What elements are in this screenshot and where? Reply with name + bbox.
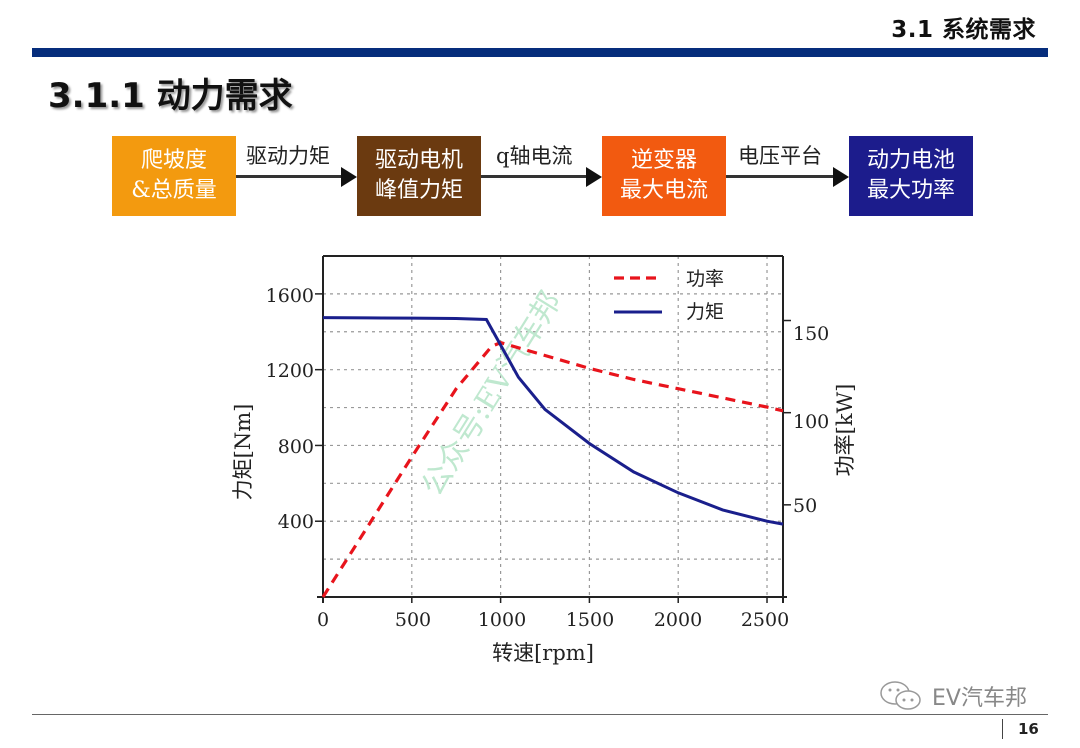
chart-legend: 功率 力矩 [614,268,724,323]
y2-tick-labels: 50 100 150 [793,323,829,517]
arrow-head-icon [833,167,849,187]
footer-divider [32,714,1048,715]
arrow-head-icon [341,167,357,187]
x-tick-labels: 0 500 1000 1500 2000 2500 [317,609,789,631]
page-separator [1002,719,1003,739]
arrow-label-1: 驱动力矩 [246,144,330,168]
flow-box-battery: 动力电池 最大功率 [849,136,973,216]
flow-box-inverter: 逆变器 最大电流 [602,136,726,216]
legend-torque-label: 力矩 [686,301,724,323]
svg-text:1500: 1500 [566,609,614,631]
section-title: 3.1 系统需求 [891,17,1036,43]
y-tick-labels: 400 800 1200 1600 [266,285,314,533]
svg-text:0: 0 [317,609,329,631]
legend-power-label: 功率 [686,268,724,290]
chart-axes [315,255,791,603]
power-series-line [321,340,784,598]
svg-text:500: 500 [395,609,431,631]
arrow-line-2 [481,175,589,178]
svg-text:100: 100 [793,411,829,433]
x-axis-label: 转速[rpm] [492,641,594,665]
svg-text:800: 800 [278,436,314,458]
svg-text:400: 400 [278,511,314,533]
wechat-icon [880,681,921,710]
arrow-label-2: q轴电流 [496,144,573,168]
svg-text:2500: 2500 [741,609,789,631]
footer-brand: EV汽车邦 [878,680,1027,712]
svg-text:1000: 1000 [478,609,526,631]
svg-text:50: 50 [793,495,817,517]
arrow-line-3 [726,175,836,178]
svg-text:2000: 2000 [654,609,702,631]
svg-text:150: 150 [793,323,829,345]
svg-text:1600: 1600 [266,285,314,307]
page-number: 16 [1018,720,1039,738]
y2-axis-label: 功率[kW] [833,384,857,477]
torque-series-line [322,316,784,526]
header-bar [32,48,1048,57]
page-title: 3.1.1 动力需求 [48,76,293,116]
flow-box-climbing: 爬坡度 &总质量 [112,136,236,216]
arrow-line-1 [236,175,344,178]
flow-box-motor: 驱动电机 峰值力矩 [357,136,481,216]
svg-text:1200: 1200 [266,360,314,382]
arrow-label-3: 电压平台 [738,144,822,168]
arrow-head-icon [586,167,602,187]
y-axis-label: 力矩[Nm] [231,404,255,501]
chart-grid [323,256,783,597]
